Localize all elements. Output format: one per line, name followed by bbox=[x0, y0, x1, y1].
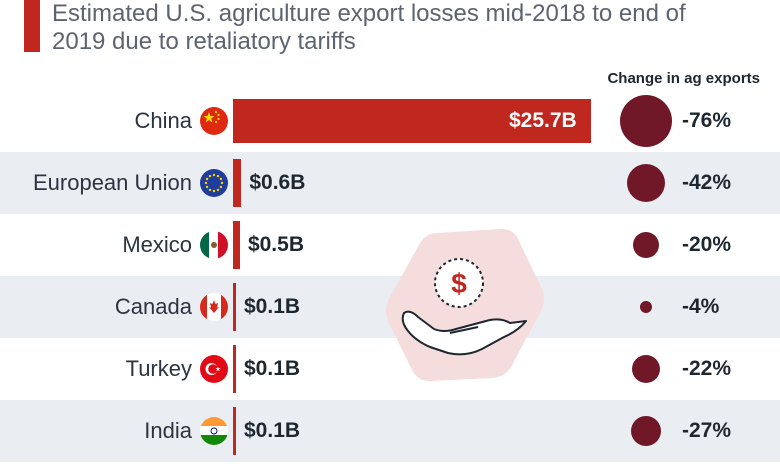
change-pct-label: -22% bbox=[682, 357, 732, 380]
bar bbox=[233, 99, 591, 143]
bar-value-label: $0.1B bbox=[244, 357, 301, 380]
chart-row: Turkey $0.1B -22% bbox=[0, 338, 780, 400]
country-label: European Union bbox=[32, 170, 192, 195]
chart-title: Estimated U.S. agriculture export losses… bbox=[52, 0, 686, 55]
bar-value-label: $0.5B bbox=[247, 233, 304, 256]
india-flag-icon bbox=[200, 417, 228, 445]
country-label: Mexico bbox=[122, 232, 192, 257]
chart-row: European Union $0.6B -42% bbox=[0, 152, 780, 214]
bar-value-label: $25.7B bbox=[509, 109, 577, 132]
country-label: Turkey bbox=[125, 356, 192, 381]
bar bbox=[233, 221, 240, 269]
change-pct-label: -27% bbox=[682, 419, 732, 442]
change-pct-label: -20% bbox=[682, 233, 732, 256]
bar-value-label: $0.1B bbox=[244, 295, 301, 318]
bar bbox=[233, 407, 236, 455]
bar-value-label: $0.6B bbox=[249, 171, 306, 194]
bar-value-label: $0.1B bbox=[244, 419, 301, 442]
change-dot bbox=[640, 301, 652, 313]
bar bbox=[233, 345, 236, 393]
chart-row: India $0.1B -27% bbox=[0, 400, 780, 462]
eu-flag-icon bbox=[200, 169, 228, 197]
change-dot bbox=[620, 95, 672, 147]
canada-flag-icon bbox=[200, 293, 228, 321]
change-pct-label: -4% bbox=[682, 295, 720, 318]
change-pct-label: -42% bbox=[682, 171, 732, 194]
change-dot bbox=[632, 231, 660, 259]
change-column-header: Change in ag exports bbox=[607, 70, 760, 87]
change-dot bbox=[632, 355, 660, 383]
china-flag-icon bbox=[200, 107, 228, 135]
title-accent-bar bbox=[24, 0, 40, 52]
svg-text:$: $ bbox=[451, 268, 467, 299]
dollar-hand-icon: $ bbox=[385, 228, 545, 382]
change-pct-label: -76% bbox=[682, 109, 732, 132]
mexico-flag-icon bbox=[200, 231, 228, 259]
turkey-flag-icon bbox=[200, 355, 228, 383]
change-dot bbox=[626, 163, 666, 203]
change-dot bbox=[630, 415, 662, 447]
bar bbox=[233, 159, 242, 207]
bar bbox=[233, 283, 236, 331]
chart-row: Mexico $0.5B -20% bbox=[0, 214, 780, 276]
chart-row: China $25.7B -76% bbox=[0, 90, 780, 152]
country-label: China bbox=[134, 108, 192, 133]
country-label: India bbox=[144, 418, 192, 443]
country-label: Canada bbox=[114, 294, 192, 319]
